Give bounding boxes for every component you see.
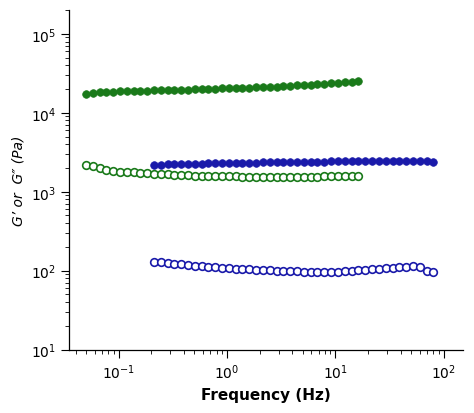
X-axis label: Frequency (Hz): Frequency (Hz) (201, 387, 331, 402)
Y-axis label: G’ or  G″ (Pa): G’ or G″ (Pa) (11, 135, 25, 225)
